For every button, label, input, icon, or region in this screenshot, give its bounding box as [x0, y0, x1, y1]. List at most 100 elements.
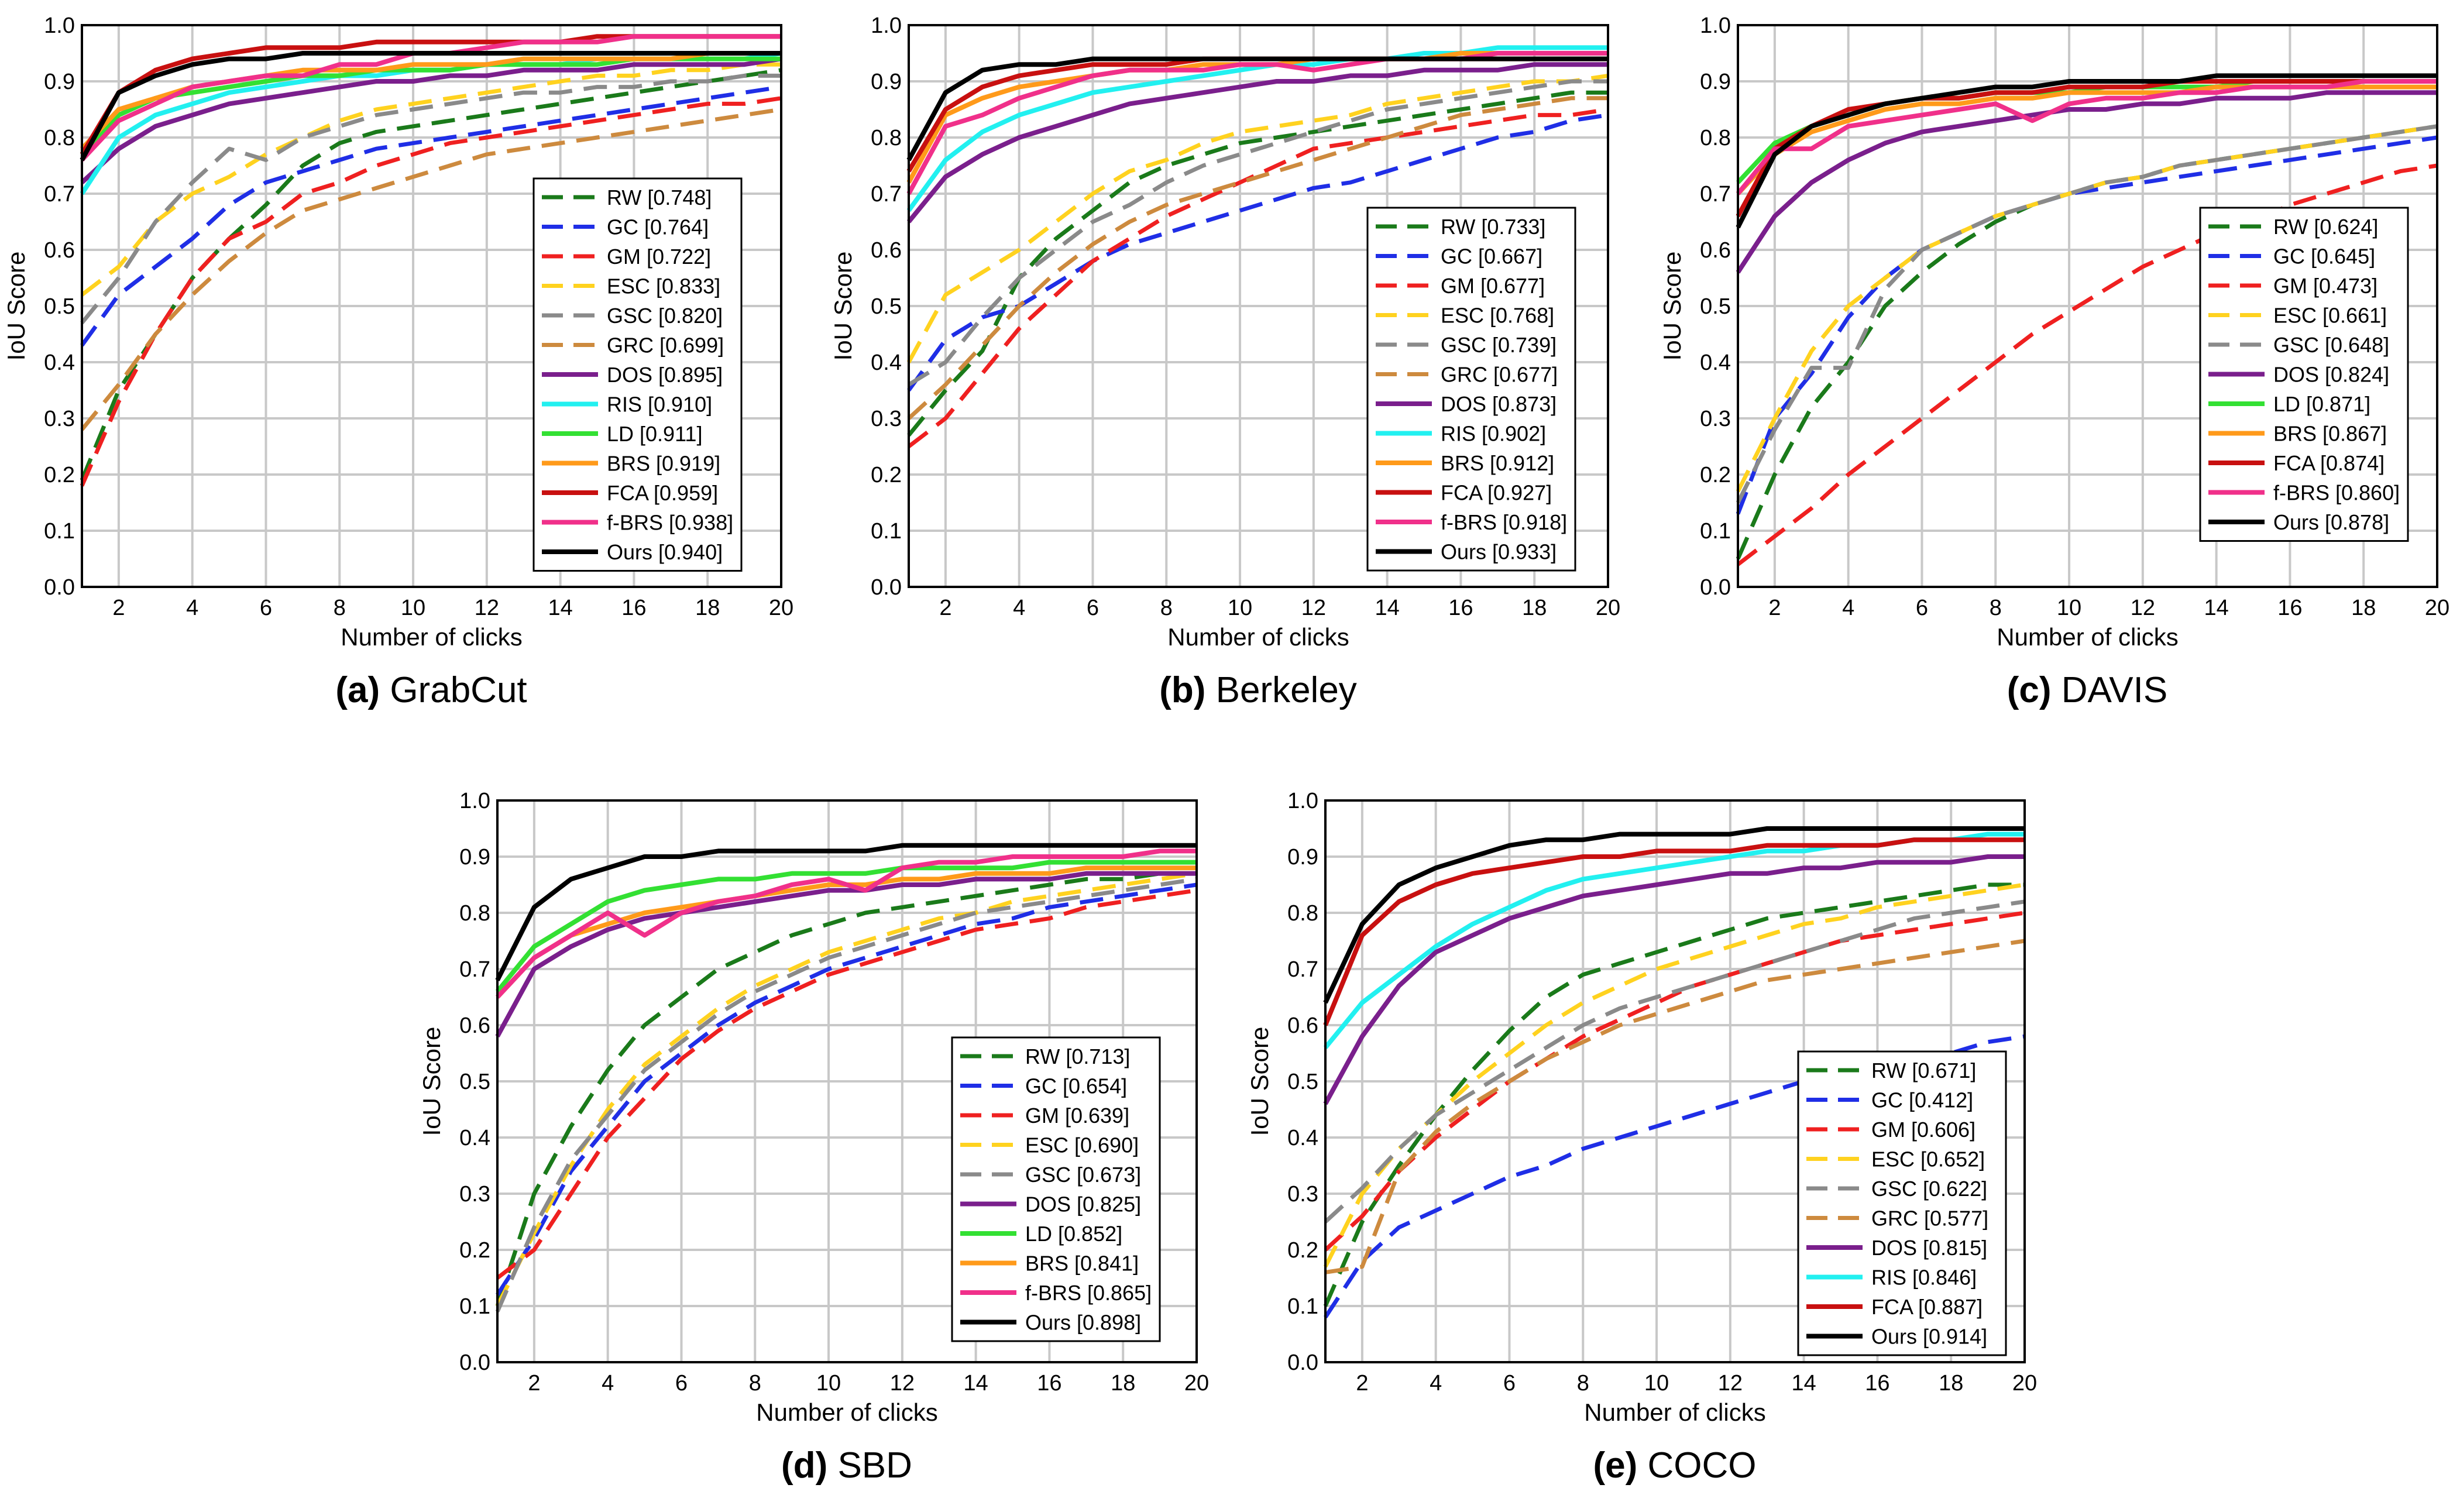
y-tick-label: 0.3 — [44, 407, 75, 431]
x-tick-label: 14 — [1791, 1371, 1816, 1396]
x-tick-label: 12 — [1301, 596, 1326, 620]
y-tick-label: 0.1 — [44, 519, 75, 544]
x-tick-label: 4 — [1842, 596, 1854, 620]
y-tick-label: 0.4 — [871, 350, 902, 375]
y-tick-label: 0.8 — [44, 126, 75, 150]
y-axis-label: IoU Score — [829, 252, 857, 361]
x-tick-label: 14 — [2204, 596, 2228, 620]
panel-caption: (b) Berkeley — [1159, 670, 1357, 710]
legend-label-brs: BRS [0.841] — [1025, 1252, 1139, 1276]
caption-title: Berkeley — [1205, 670, 1356, 710]
x-tick-label: 6 — [1503, 1371, 1516, 1396]
y-tick-label: 0.9 — [459, 845, 490, 870]
x-tick-label: 12 — [475, 596, 499, 620]
x-tick-label: 12 — [890, 1371, 915, 1396]
y-tick-label: 0.4 — [1700, 350, 1731, 375]
legend-label-grc: GRC [0.699] — [607, 334, 724, 358]
y-tick-label: 0.6 — [1700, 238, 1731, 263]
legend-label-ours: Ours [0.914] — [1871, 1325, 1987, 1349]
legend-label-gm: GM [0.677] — [1441, 274, 1545, 298]
legend-label-ris: RIS [0.846] — [1871, 1266, 1977, 1290]
y-tick-label: 0.2 — [459, 1238, 490, 1263]
y-tick-label: 0.6 — [459, 1013, 490, 1038]
y-tick-label: 0.2 — [44, 463, 75, 487]
y-tick-label: 0.0 — [44, 575, 75, 600]
x-tick-label: 16 — [1037, 1371, 1061, 1396]
y-tick-label: 0.4 — [1287, 1126, 1318, 1150]
y-tick-label: 0.0 — [1287, 1351, 1318, 1375]
legend-label-gsc: GSC [0.622] — [1871, 1177, 1987, 1201]
x-tick-label: 20 — [1184, 1371, 1209, 1396]
legend-label-rw: RW [0.733] — [1441, 215, 1545, 239]
series-line-gm — [80, 96, 782, 487]
caption-letter: (c) — [2007, 670, 2052, 710]
y-tick-label: 0.2 — [1287, 1238, 1318, 1263]
series-line-gc — [496, 882, 1197, 1296]
legend-label-gm: GM [0.606] — [1871, 1118, 1975, 1142]
caption-letter: (d) — [781, 1445, 827, 1486]
x-tick-label: 2 — [528, 1371, 540, 1396]
chart-panel-sbd: 2 4 6 8 10 12 14 16 18 20 0.0 0.1 0.2 0.3 0.4 0.5 0.6 0.7… — [418, 789, 1209, 1486]
y-tick-label: 0.6 — [44, 238, 75, 263]
caption-title: GrabCut — [380, 670, 527, 710]
x-tick-label: 20 — [2012, 1371, 2037, 1396]
legend-label-esc: ESC [0.661] — [2273, 304, 2387, 328]
legend-label-ris: RIS [0.902] — [1441, 422, 1546, 446]
x-tick-label: 18 — [2351, 596, 2376, 620]
x-tick-label: 2 — [112, 596, 125, 620]
x-tick-label: 18 — [1522, 596, 1547, 620]
series-line-fca — [1736, 79, 2437, 218]
x-tick-label: 10 — [2057, 596, 2081, 620]
y-tick-label: 0.8 — [1287, 901, 1318, 926]
y-tick-label: 1.0 — [459, 789, 490, 813]
x-axis-label: Number of clicks — [341, 623, 522, 651]
series-line-fca — [1323, 837, 2025, 1026]
y-tick-label: 0.8 — [1700, 126, 1731, 150]
x-tick-label: 6 — [675, 1371, 688, 1396]
y-tick-label: 0.8 — [459, 901, 490, 926]
caption-letter: (e) — [1593, 1445, 1637, 1486]
x-tick-label: 10 — [1644, 1371, 1669, 1396]
series-line-esc — [906, 73, 1609, 363]
legend-label-ris: RIS [0.910] — [607, 393, 712, 417]
series-line-dos — [80, 56, 782, 184]
y-tick-label: 0.4 — [44, 350, 75, 375]
series-line-gm — [1324, 910, 2025, 1252]
x-tick-label: 14 — [1375, 596, 1399, 620]
legend-box — [1366, 207, 1576, 572]
series-line-grc — [907, 96, 1608, 420]
legend-label-esc: ESC [0.690] — [1025, 1133, 1139, 1157]
legend-label-rw: RW [0.624] — [2273, 215, 2378, 239]
y-tick-label: 0.2 — [871, 463, 902, 487]
series-line-ris — [906, 45, 1608, 212]
chart-panel-coco: 2 4 6 8 10 12 14 16 18 20 0.0 0.1 0.2 0.3 0.4 0.5 0.6 0.7… — [1246, 789, 2037, 1486]
legend-label-fca: FCA [0.959] — [607, 481, 718, 505]
legend-label-dos: DOS [0.873] — [1441, 392, 1557, 416]
x-tick-label: 4 — [1430, 1371, 1442, 1396]
legend-label-gsc: GSC [0.673] — [1025, 1163, 1141, 1187]
x-tick-label: 6 — [260, 596, 272, 620]
panel-caption: (e) COCO — [1593, 1445, 1756, 1486]
y-tick-label: 0.3 — [1287, 1182, 1318, 1207]
series-line-gm — [1736, 163, 2438, 566]
plot-frame — [81, 24, 782, 588]
legend-label-rw: RW [0.713] — [1025, 1044, 1130, 1068]
y-tick-label: 0.9 — [44, 70, 75, 94]
y-tick-label: 0.9 — [871, 70, 902, 94]
series-line-gm — [907, 107, 1609, 448]
x-tick-label: 6 — [1916, 596, 1928, 620]
legend-label-fca: FCA [0.887] — [1871, 1295, 1983, 1319]
series-line-dos — [495, 871, 1197, 1038]
legend-label-esc: ESC [0.833] — [607, 274, 720, 298]
legend-label-ours: Ours [0.878] — [2273, 510, 2389, 534]
series-line-grc — [80, 107, 782, 431]
legend-label-grc: GRC [0.677] — [1441, 363, 1558, 387]
series-line-f-brs — [496, 848, 1197, 999]
x-tick-label: 10 — [816, 1371, 841, 1396]
y-tick-label: 0.4 — [459, 1126, 490, 1150]
legend-label-dos: DOS [0.895] — [607, 363, 723, 387]
y-tick-label: 0.1 — [459, 1294, 490, 1319]
series-line-gsc — [1736, 124, 2438, 504]
y-tick-label: 1.0 — [871, 13, 902, 38]
series-line-rw — [907, 90, 1608, 437]
